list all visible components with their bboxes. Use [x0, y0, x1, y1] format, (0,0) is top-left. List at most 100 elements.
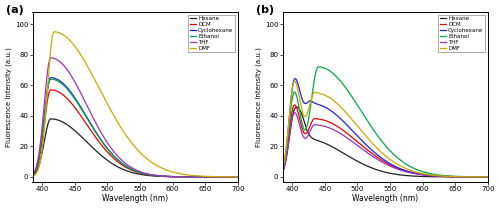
Line: Hexane: Hexane [282, 107, 488, 177]
Cyclohexane [30, 174, 36, 176]
Ethanol [30, 174, 36, 176]
Cyclohexane [234, 176, 240, 178]
Ethanol [316, 66, 322, 68]
Ethanol [130, 168, 136, 171]
Cyclohexane [441, 175, 447, 178]
X-axis label: Wavelength (nm): Wavelength (nm) [102, 194, 168, 203]
DMF [484, 176, 490, 178]
DCM [441, 175, 447, 178]
THF [478, 176, 484, 178]
Legend: Hexane, DCM, Cyclohexane, Ethanol, THF, DMF: Hexane, DCM, Cyclohexane, Ethanol, THF, … [188, 15, 235, 52]
Line: Ethanol: Ethanol [32, 79, 238, 177]
Cyclohexane [40, 127, 46, 129]
Cyclohexane [374, 153, 380, 156]
THF [229, 176, 235, 178]
DMF [229, 176, 235, 178]
DCM [48, 89, 54, 91]
Text: (b): (b) [256, 5, 274, 15]
Hexane [484, 176, 490, 178]
THF [484, 176, 490, 178]
Ethanol [229, 176, 235, 178]
DCM [229, 176, 235, 178]
Line: DCM: DCM [282, 105, 488, 177]
DMF [191, 174, 197, 177]
DCM [290, 106, 296, 109]
Hexane [441, 176, 447, 178]
Hexane [124, 170, 130, 172]
Cyclohexane [130, 168, 136, 171]
DMF [280, 168, 285, 171]
Ethanol [441, 174, 447, 177]
Cyclohexane [124, 165, 130, 168]
THF [130, 167, 136, 169]
Text: (a): (a) [6, 5, 24, 15]
Line: Cyclohexane: Cyclohexane [32, 78, 238, 177]
Cyclohexane [229, 176, 235, 178]
Ethanol [234, 176, 240, 178]
Hexane [280, 171, 285, 173]
Cyclohexane [380, 157, 386, 160]
Hexane [228, 176, 234, 178]
Cyclohexane [48, 76, 54, 79]
THF [374, 158, 380, 160]
DCM [484, 176, 490, 178]
DMF [441, 175, 447, 177]
Ethanol [40, 128, 46, 130]
Hexane [290, 113, 296, 115]
Ethanol [228, 176, 234, 178]
DMF [234, 176, 240, 178]
Cyclohexane [290, 83, 296, 85]
Line: DMF: DMF [32, 32, 238, 177]
THF [30, 173, 36, 176]
Hexane [479, 176, 485, 178]
Y-axis label: Fluorescence Intensity (a.u.): Fluorescence Intensity (a.u.) [6, 47, 12, 147]
Ethanol [280, 169, 285, 172]
DCM [380, 159, 386, 162]
DCM [124, 167, 130, 169]
Ethanol [48, 78, 54, 80]
Cyclohexane [228, 176, 234, 178]
Hexane [234, 176, 240, 178]
THF [48, 57, 54, 59]
Cyclohexane [292, 77, 298, 80]
Line: THF: THF [282, 113, 488, 177]
DMF [479, 176, 485, 178]
Ethanol [374, 134, 380, 136]
THF [441, 175, 447, 178]
THF [380, 161, 386, 163]
THF [228, 176, 234, 178]
Ethanol [478, 176, 484, 178]
Ethanol [479, 176, 485, 178]
THF [124, 163, 130, 166]
Line: Cyclohexane: Cyclohexane [282, 79, 488, 177]
Cyclohexane [280, 168, 285, 171]
Hexane [294, 106, 300, 108]
DMF [292, 80, 298, 82]
THF [40, 117, 46, 120]
THF [280, 171, 285, 173]
DCM [478, 176, 484, 178]
Hexane [40, 147, 46, 150]
THF [234, 176, 240, 178]
DMF [228, 176, 234, 178]
Legend: Hexane, DCM, Cyclohexane, Ethanol, THF, DMF: Hexane, DCM, Cyclohexane, Ethanol, THF, … [438, 15, 485, 52]
DCM [292, 104, 298, 106]
Ethanol [191, 176, 197, 178]
DMF [51, 31, 57, 33]
DCM [479, 176, 485, 178]
DMF [30, 175, 36, 178]
DCM [280, 170, 285, 173]
THF [191, 176, 197, 178]
Hexane [478, 176, 484, 178]
DMF [478, 176, 484, 178]
DMF [374, 147, 380, 149]
Hexane [229, 176, 235, 178]
DCM [374, 156, 380, 158]
Y-axis label: Fluorescence Intensity (a.u.): Fluorescence Intensity (a.u.) [256, 47, 262, 147]
DMF [380, 152, 386, 154]
X-axis label: Wavelength (nm): Wavelength (nm) [352, 194, 418, 203]
THF [479, 176, 485, 178]
DCM [130, 169, 136, 172]
THF [290, 114, 296, 116]
THF [292, 111, 298, 114]
